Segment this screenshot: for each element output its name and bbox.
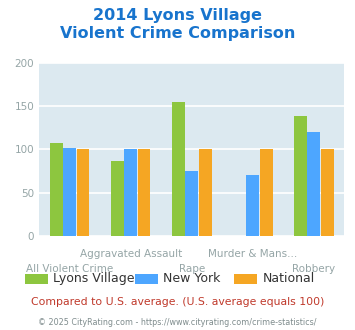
- Text: Rape: Rape: [179, 264, 205, 274]
- Bar: [111, 161, 124, 236]
- Bar: [246, 175, 259, 236]
- Bar: [63, 148, 76, 236]
- Bar: [124, 149, 137, 236]
- Text: Lyons Village: Lyons Village: [53, 272, 135, 285]
- Text: All Violent Crime: All Violent Crime: [26, 264, 113, 274]
- Bar: [321, 149, 334, 236]
- Bar: [260, 149, 273, 236]
- Text: Robbery: Robbery: [292, 264, 335, 274]
- Bar: [294, 115, 307, 236]
- Bar: [138, 149, 151, 236]
- Text: Compared to U.S. average. (U.S. average equals 100): Compared to U.S. average. (U.S. average …: [31, 297, 324, 307]
- Bar: [185, 171, 198, 236]
- Text: 2014 Lyons Village: 2014 Lyons Village: [93, 8, 262, 23]
- Text: New York: New York: [163, 272, 221, 285]
- Text: Violent Crime Comparison: Violent Crime Comparison: [60, 26, 295, 41]
- Text: © 2025 CityRating.com - https://www.cityrating.com/crime-statistics/: © 2025 CityRating.com - https://www.city…: [38, 318, 317, 327]
- Text: Murder & Mans...: Murder & Mans...: [208, 249, 297, 259]
- Bar: [307, 132, 320, 236]
- Bar: [199, 149, 212, 236]
- Bar: [77, 149, 89, 236]
- Bar: [172, 102, 185, 236]
- Text: Aggravated Assault: Aggravated Assault: [80, 249, 182, 259]
- Text: National: National: [263, 272, 315, 285]
- Bar: [50, 143, 62, 236]
